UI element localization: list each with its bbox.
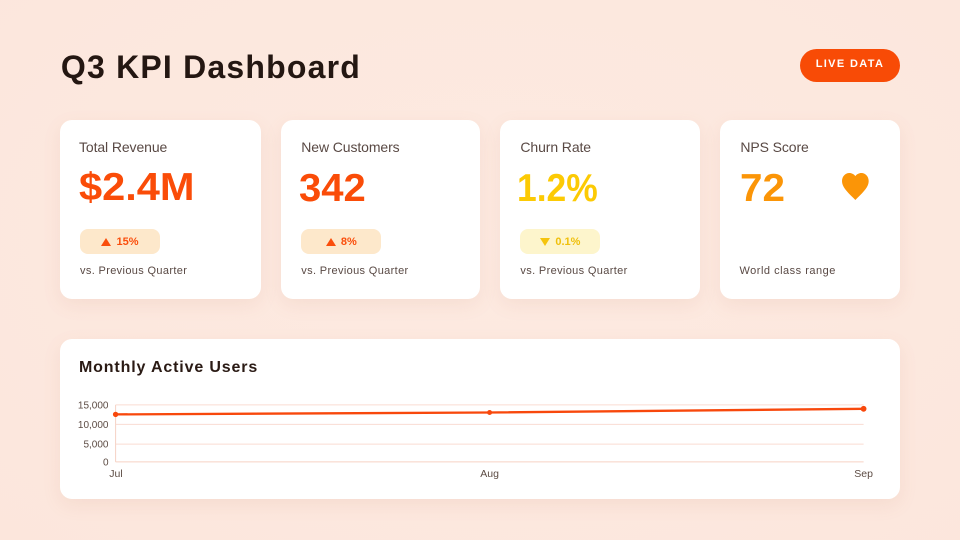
svg-text:Aug: Aug	[481, 468, 500, 480]
svg-text:Sep: Sep	[855, 468, 874, 480]
svg-text:5,000: 5,000	[84, 440, 109, 451]
svg-text:0: 0	[103, 458, 109, 469]
svg-text:Jul: Jul	[110, 468, 123, 480]
svg-text:10,000: 10,000	[78, 420, 109, 431]
svg-text:15,000: 15,000	[78, 401, 109, 412]
